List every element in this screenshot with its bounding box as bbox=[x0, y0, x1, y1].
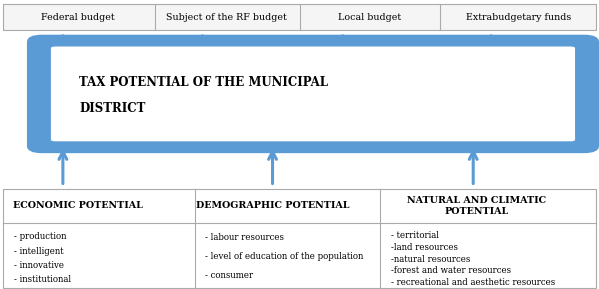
Text: - labour resources: - labour resources bbox=[205, 234, 285, 242]
Text: ECONOMIC POTENTIAL: ECONOMIC POTENTIAL bbox=[13, 201, 143, 210]
Text: - production: - production bbox=[14, 232, 66, 241]
Text: Local budget: Local budget bbox=[338, 13, 401, 22]
Text: Federal budget: Federal budget bbox=[41, 13, 114, 22]
Bar bbox=[3, 189, 596, 288]
Text: Subject of the RF budget: Subject of the RF budget bbox=[166, 13, 287, 22]
Text: - level of education of the population: - level of education of the population bbox=[205, 252, 364, 261]
Text: - institutional: - institutional bbox=[14, 275, 71, 284]
Text: -forest and water resources: -forest and water resources bbox=[391, 266, 512, 275]
Text: -land resources: -land resources bbox=[391, 243, 458, 252]
Text: TAX POTENTIAL OF THE MUNICIPAL: TAX POTENTIAL OF THE MUNICIPAL bbox=[79, 76, 328, 89]
FancyBboxPatch shape bbox=[50, 46, 576, 142]
Bar bbox=[3, 4, 596, 30]
Text: -natural resources: -natural resources bbox=[391, 255, 471, 264]
Text: NATURAL AND CLIMATIC
POTENTIAL: NATURAL AND CLIMATIC POTENTIAL bbox=[407, 196, 546, 216]
Text: - innovative: - innovative bbox=[14, 261, 63, 270]
Text: DEMOGRAPHIC POTENTIAL: DEMOGRAPHIC POTENTIAL bbox=[196, 201, 349, 210]
Text: - intelligent: - intelligent bbox=[14, 247, 63, 255]
Text: DISTRICT: DISTRICT bbox=[79, 102, 146, 115]
Text: - territorial: - territorial bbox=[391, 231, 439, 240]
FancyBboxPatch shape bbox=[27, 35, 599, 153]
Text: - consumer: - consumer bbox=[205, 271, 253, 280]
Text: - recreational and aesthetic resources: - recreational and aesthetic resources bbox=[391, 278, 555, 287]
Text: Extrabudgetary funds: Extrabudgetary funds bbox=[465, 13, 571, 22]
